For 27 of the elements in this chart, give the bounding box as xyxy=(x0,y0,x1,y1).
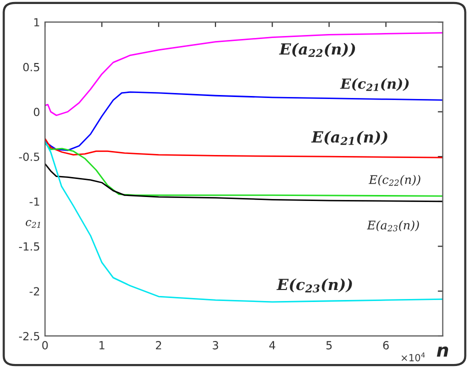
text: ×10$^{4}$ xyxy=(402,352,425,362)
annotation: E(c$_{21}$(n)) xyxy=(340,78,409,91)
x-tick-label: 2 xyxy=(156,341,162,350)
annotation: E(c$_{23}$(n)) xyxy=(276,278,352,293)
annotation: E(a$_{22}$(n)) xyxy=(278,42,356,57)
x-tick-label: 5 xyxy=(326,341,332,350)
line-series xyxy=(45,163,443,202)
x-tick-label: 4 xyxy=(269,341,276,350)
y-tick-label: 0.5 xyxy=(23,62,40,72)
annotation: E(c$_{22}$(n)) xyxy=(368,174,420,186)
y-tick-label: 0 xyxy=(34,108,40,116)
x-tick-label: 0 xyxy=(42,341,48,350)
y-tick-label: 1 xyxy=(34,18,40,26)
x-tick-label: 6 xyxy=(383,341,389,350)
line-series xyxy=(45,32,443,116)
annotation: E(a$_{21}$(n)) xyxy=(311,130,388,145)
x-tick-label: 1 xyxy=(100,341,104,350)
line-series xyxy=(45,91,443,152)
y-tick-label: -2.5 xyxy=(19,332,40,340)
y-tick-label: -0.5 xyxy=(19,152,40,161)
y-tick-label: -1 xyxy=(30,198,40,206)
y-axis-title: c$_{21}$ xyxy=(26,220,40,228)
x-tick-label: 3 xyxy=(212,341,218,350)
y-tick-label: -2 xyxy=(30,287,40,296)
y-tick-label: -1.5 xyxy=(19,242,40,251)
x-axis-title: n xyxy=(436,346,448,357)
annotation: E(a$_{23}$(n)) xyxy=(366,220,419,232)
